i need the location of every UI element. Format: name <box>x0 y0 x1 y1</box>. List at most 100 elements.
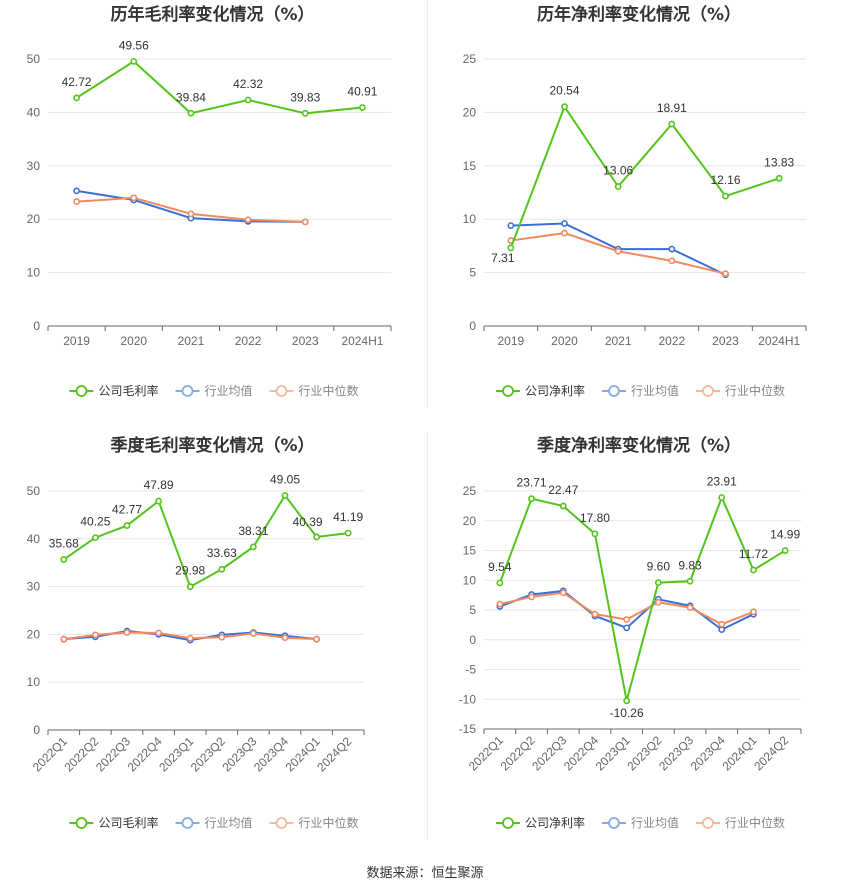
y-tick-label: 25 <box>463 52 477 66</box>
data-point-avg <box>561 220 568 227</box>
data-label: 42.32 <box>233 77 263 91</box>
data-label: 17.80 <box>580 511 610 525</box>
data-point-company <box>218 565 226 573</box>
data-label: 7.31 <box>491 251 515 265</box>
y-tick-label: -10 <box>459 692 477 706</box>
data-label: 49.05 <box>270 473 300 487</box>
y-tick-label: 15 <box>463 544 477 558</box>
data-point-company <box>559 502 567 510</box>
data-label: 23.91 <box>707 474 737 488</box>
legend-item-avg: 行业均值 <box>175 383 253 398</box>
data-point-median <box>559 589 567 597</box>
data-label: 33.63 <box>207 546 237 560</box>
data-label: 41.19 <box>333 510 363 524</box>
data-point-median <box>561 229 568 237</box>
y-tick-label: 20 <box>27 212 41 226</box>
data-point-median <box>750 608 757 616</box>
data-point-company <box>781 547 789 554</box>
chart-title: 季度净利率变化情况（%） <box>537 435 741 456</box>
y-tick-label: 30 <box>27 580 41 594</box>
data-point-company <box>344 529 352 537</box>
legend-item-avg: 行业均值 <box>602 815 679 830</box>
legend-item-median: 行业中位数 <box>696 383 785 398</box>
legend-item-avg: 行业均值 <box>602 383 679 398</box>
legend-item-median: 行业中位数 <box>269 383 359 398</box>
data-point-avg <box>507 222 515 230</box>
y-tick-label: 40 <box>27 532 41 546</box>
data-point-median <box>244 216 252 224</box>
data-point-company <box>561 103 568 111</box>
legend-item-median: 行业中位数 <box>696 815 785 830</box>
chart-svg: 季度净利率变化情况（%）-15-10-505101520252022Q12022… <box>459 435 802 830</box>
data-label: 39.84 <box>176 90 206 104</box>
data-point-avg <box>668 245 676 253</box>
data-point-company <box>301 109 309 117</box>
y-tick-label: 10 <box>27 266 41 280</box>
data-label: 42.77 <box>112 503 142 517</box>
legend-marker-median <box>275 385 288 397</box>
legend-marker-company <box>75 385 88 397</box>
x-tick-label: 2022 <box>658 334 685 348</box>
data-point-median <box>123 629 131 636</box>
data-source: 数据来源：恒生聚源 <box>366 866 484 881</box>
data-point-company <box>73 94 80 102</box>
legend-label: 行业均值 <box>631 815 679 830</box>
data-point-median <box>668 257 676 265</box>
data-point-median <box>155 629 162 637</box>
y-tick-label: 10 <box>27 675 41 689</box>
y-tick-label: 50 <box>27 484 41 498</box>
data-point-median <box>301 218 309 226</box>
x-tick-label: 2019 <box>63 334 90 348</box>
data-point-company <box>313 533 320 541</box>
legend-item-company: 公司净利率 <box>496 815 585 830</box>
y-tick-label: -5 <box>465 663 476 677</box>
data-point-median <box>218 633 226 641</box>
series-line-company <box>63 493 349 589</box>
annual-net-margin-chart: 历年净利率变化情况（%） 0 5 10 15 20 25 2019 2020 2021 2022 20… <box>428 0 850 415</box>
data-point-median <box>313 635 320 643</box>
vertical-divider-bottom <box>427 432 428 840</box>
x-tick-label: 2024H1 <box>341 334 383 348</box>
data-point-median <box>686 604 694 612</box>
data-point-company <box>60 556 68 563</box>
data-label: 12.16 <box>710 173 740 187</box>
data-point-median <box>718 620 726 628</box>
legend-marker-company <box>502 817 514 829</box>
legend-label: 行业中位数 <box>725 815 785 830</box>
data-point-median <box>187 210 195 218</box>
legend-item-company: 公司毛利率 <box>69 815 159 830</box>
data-point-company <box>507 244 515 252</box>
chart-title: 季度毛利率变化情况（%） <box>110 435 314 456</box>
x-tick-label: 2023 <box>712 334 739 348</box>
legend-label: 行业中位数 <box>299 383 359 398</box>
legend-marker-company <box>502 385 514 397</box>
quarterly-net-margin-chart: 季度净利率变化情况（%） -15 -10 -5 0 5 10 15 20 25 2022Q1 2022… <box>428 430 850 850</box>
legend-marker-median <box>702 817 714 829</box>
legend-label: 行业均值 <box>205 383 253 398</box>
data-label: 9.60 <box>647 560 671 574</box>
legend-label: 行业中位数 <box>725 383 785 398</box>
data-label: 40.39 <box>293 515 323 529</box>
legend-marker-avg <box>181 385 194 397</box>
legend-item-avg: 行业均值 <box>175 815 253 830</box>
data-label: 47.89 <box>144 478 174 492</box>
legend-item-median: 行业中位数 <box>269 815 359 830</box>
y-tick-label: 25 <box>463 484 477 498</box>
data-point-company <box>775 174 783 182</box>
annual-gross-margin-chart: 历年毛利率变化情况（%） 0 10 20 30 40 50 2019 2020 2021 2022 2… <box>0 0 425 415</box>
legend-marker-avg <box>608 817 620 829</box>
chart-title: 历年净利率变化情况（%） <box>537 4 741 25</box>
data-label: 39.83 <box>290 90 320 104</box>
data-point-company <box>528 495 535 503</box>
y-tick-label: 0 <box>33 319 40 333</box>
data-point-avg <box>73 187 80 195</box>
y-tick-label: 50 <box>27 52 41 66</box>
legend-item-company: 公司毛利率 <box>69 383 159 398</box>
data-point-company <box>187 109 195 117</box>
data-label: 13.83 <box>764 155 794 169</box>
data-point-median <box>496 600 504 608</box>
y-tick-label: 15 <box>463 159 477 173</box>
data-point-company <box>623 697 631 705</box>
y-tick-label: 5 <box>469 266 476 280</box>
chart-svg: 季度毛利率变化情况（%）010203040502022Q12022Q22022Q… <box>27 435 365 830</box>
